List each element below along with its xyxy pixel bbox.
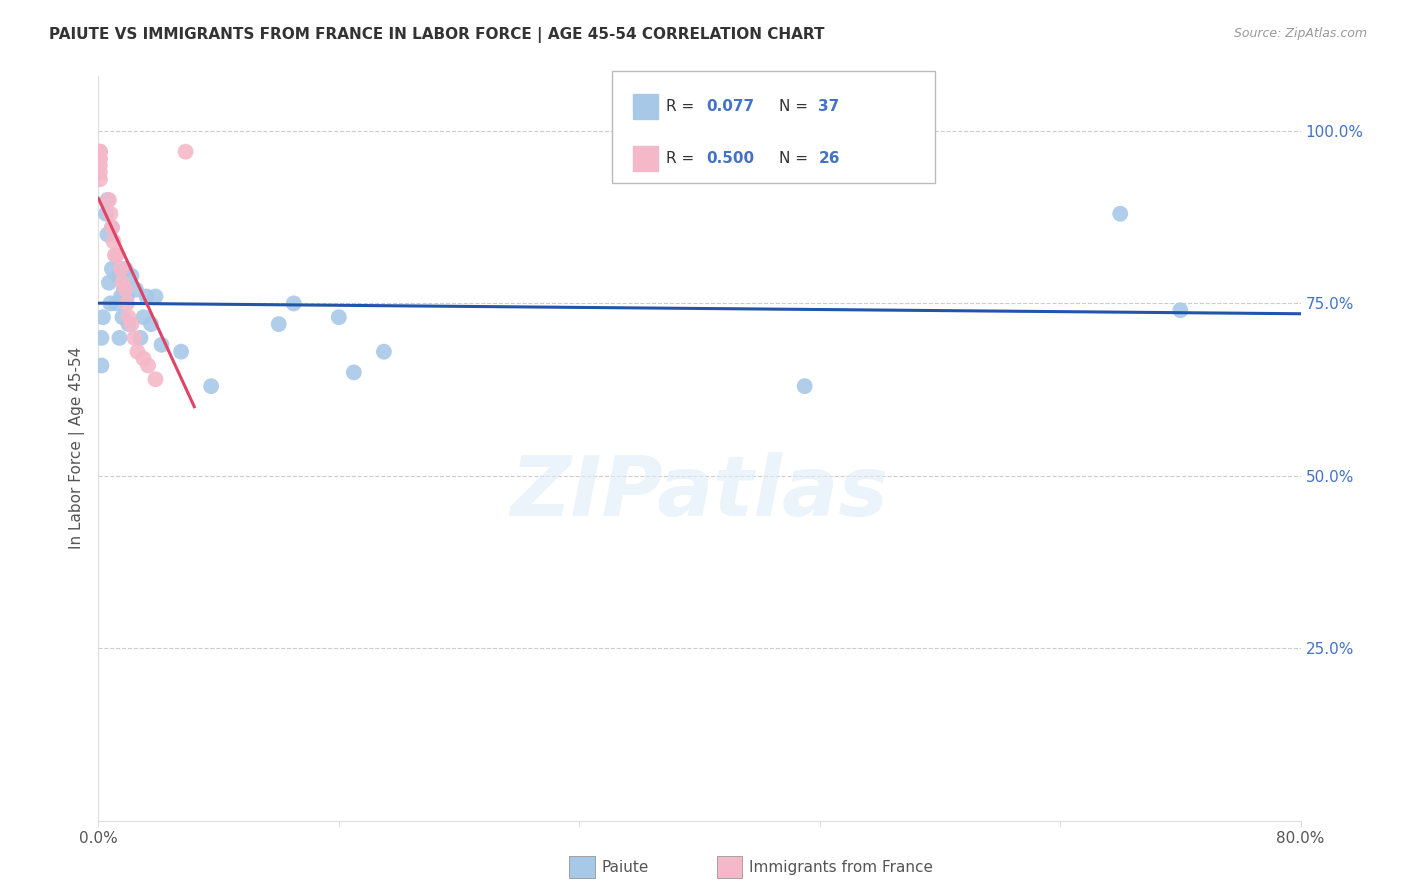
Point	[1109, 207, 1132, 221]
Point	[90, 331, 112, 345]
Point	[328, 310, 350, 325]
Point	[174, 145, 197, 159]
Point	[170, 344, 193, 359]
Text: N =: N =	[779, 99, 813, 113]
Point	[112, 283, 135, 297]
Y-axis label: In Labor Force | Age 45-54: In Labor Force | Age 45-54	[69, 347, 84, 549]
Point	[94, 207, 117, 221]
Point	[101, 220, 124, 235]
Point	[97, 193, 120, 207]
Point	[115, 296, 138, 310]
Point	[115, 289, 138, 303]
Point	[91, 310, 114, 325]
Text: 26: 26	[818, 152, 839, 166]
Point	[121, 268, 143, 283]
Text: R =: R =	[666, 99, 700, 113]
Point	[105, 296, 128, 310]
Point	[793, 379, 815, 393]
Point	[117, 310, 139, 325]
Text: N =: N =	[779, 152, 813, 166]
Text: Immigrants from France: Immigrants from France	[749, 860, 934, 874]
Point	[108, 331, 131, 345]
Point	[110, 261, 132, 276]
Point	[111, 310, 134, 325]
Point	[125, 283, 148, 297]
Point	[145, 372, 167, 386]
Point	[104, 248, 127, 262]
Point	[136, 359, 159, 373]
Point	[100, 207, 122, 221]
Point	[132, 310, 155, 325]
Point	[1170, 303, 1192, 318]
Point	[90, 359, 112, 373]
Point	[150, 338, 173, 352]
Point	[200, 379, 222, 393]
Point	[343, 365, 366, 379]
Point	[100, 296, 122, 310]
Point	[129, 331, 152, 345]
Text: Paiute: Paiute	[602, 860, 650, 874]
Point	[283, 296, 305, 310]
Point	[96, 193, 118, 207]
Text: 0.500: 0.500	[706, 152, 754, 166]
Point	[110, 289, 132, 303]
Text: Source: ZipAtlas.com: Source: ZipAtlas.com	[1233, 27, 1367, 40]
Point	[373, 344, 395, 359]
Point	[89, 159, 111, 173]
Point	[101, 220, 124, 235]
Point	[89, 145, 111, 159]
Text: 0.077: 0.077	[706, 99, 754, 113]
Point	[114, 261, 136, 276]
Point	[267, 317, 290, 331]
Point	[97, 276, 120, 290]
Point	[101, 261, 124, 276]
Text: 37: 37	[818, 99, 839, 113]
Point	[139, 317, 162, 331]
Point	[89, 145, 111, 159]
Point	[96, 227, 118, 242]
Point	[89, 152, 111, 166]
Point	[121, 317, 143, 331]
Text: ZIPatlas: ZIPatlas	[510, 452, 889, 533]
Point	[103, 235, 125, 249]
Point	[127, 344, 149, 359]
Text: PAIUTE VS IMMIGRANTS FROM FRANCE IN LABOR FORCE | AGE 45-54 CORRELATION CHART: PAIUTE VS IMMIGRANTS FROM FRANCE IN LABO…	[49, 27, 825, 43]
Point	[89, 145, 111, 159]
Point	[132, 351, 155, 366]
Point	[114, 283, 136, 297]
Point	[107, 268, 129, 283]
Point	[89, 165, 111, 179]
Text: R =: R =	[666, 152, 700, 166]
Point	[89, 152, 111, 166]
Point	[135, 289, 157, 303]
Point	[124, 331, 146, 345]
Point	[105, 248, 128, 262]
Point	[145, 289, 167, 303]
Point	[89, 172, 111, 186]
Point	[117, 317, 139, 331]
Point	[111, 276, 134, 290]
